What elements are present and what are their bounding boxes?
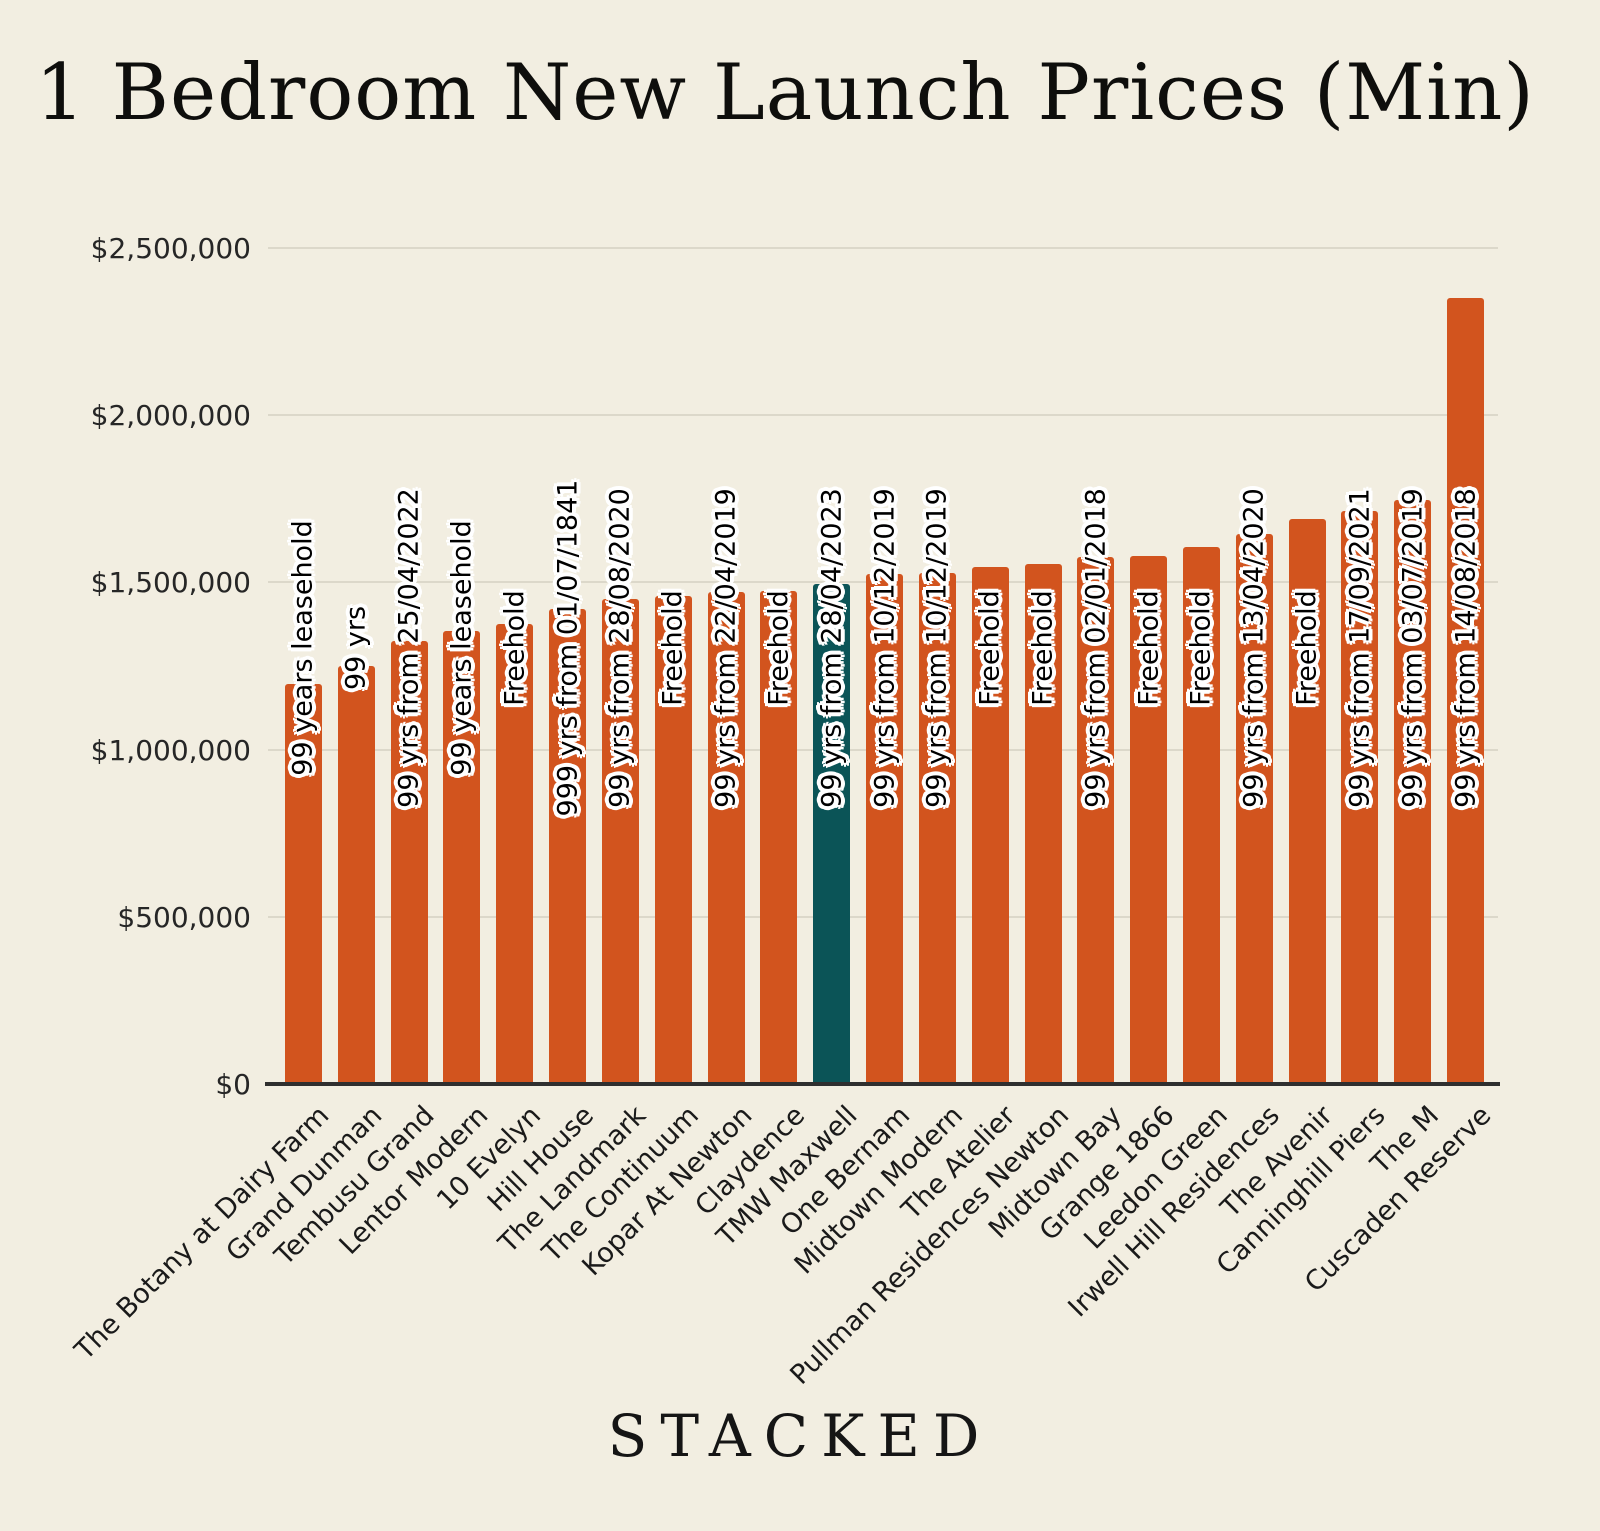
bar-slot: 99 yrs from 17/09/2021 Canninghill Piers	[1211, 248, 1392, 1281]
lease-tenure-label: 99 yrs	[340, 605, 372, 691]
bar-slot: 99 yrs from 10/12/2019 Midtown Modern	[789, 248, 969, 1280]
lease-tenure-label: 99 yrs from 03/07/2019	[1397, 488, 1429, 808]
bar	[1024, 564, 1062, 1084]
lease-tenure-label: Freehold	[1291, 590, 1323, 706]
y-tick-label: $1,500,000	[90, 566, 251, 600]
bar-slot: Freehold 10 Evelyn	[431, 248, 547, 1216]
bar-slot: Freehold Grange 1866	[1034, 248, 1181, 1247]
bar	[971, 567, 1009, 1084]
bar-slot: 99 yrs from 25/04/2022 Tembusu Grand	[269, 248, 441, 1271]
lease-tenure-label: Freehold	[974, 590, 1006, 706]
chart-title: 1 Bedroom New Launch Prices (Min)	[35, 48, 1535, 138]
bar	[1130, 555, 1168, 1084]
bar	[654, 595, 692, 1084]
lease-tenure-label: Freehold	[1185, 590, 1217, 706]
bar	[549, 609, 587, 1084]
bar-highlighted	[813, 584, 851, 1084]
lease-tenure-label: 99 yrs from 22/04/2019	[710, 488, 742, 808]
brand-logo: STACKED	[607, 1402, 993, 1470]
bar-slot: Freehold Claydence	[689, 248, 811, 1222]
bar	[1077, 557, 1115, 1084]
lease-tenure-label: 99 yrs from 02/01/2018	[1080, 488, 1112, 808]
lease-tenure-label: 99 yrs from 10/12/2019	[921, 488, 953, 808]
lease-tenure-label: 99 yrs from 13/04/2020	[1238, 488, 1270, 808]
bar	[1394, 499, 1432, 1084]
y-tick-label: $500,000	[117, 900, 251, 934]
bar	[866, 574, 904, 1084]
bar	[1182, 547, 1220, 1084]
bar	[496, 624, 534, 1084]
bar	[760, 591, 798, 1084]
bar	[1447, 298, 1485, 1084]
bar-slot: Freehold Leedon Green	[1078, 248, 1233, 1256]
bar-slot: 99 yrs from 28/08/2020 The Landmark	[493, 248, 652, 1259]
y-tick-label: $2,000,000	[90, 399, 251, 433]
bar	[1235, 533, 1273, 1084]
lease-tenure-label: 99 years leasehold	[446, 520, 478, 776]
lease-tenure-label: 99 yrs from 28/08/2020	[604, 488, 636, 808]
bar-slot: 99 years leasehold Lentor Modern	[333, 248, 494, 1261]
y-tick-label: $0	[215, 1068, 251, 1101]
lease-tenure-label: Freehold	[499, 590, 531, 706]
bar	[337, 666, 375, 1084]
x-axis-line	[265, 1082, 1500, 1086]
bar	[390, 640, 428, 1084]
bar-slot: Freehold The Avenir	[1215, 248, 1339, 1224]
lease-tenure-label: 99 yrs from 28/04/2023	[816, 488, 848, 808]
bar-slot: 999 yrs from 01/07/1841 Hill House	[481, 248, 599, 1219]
bar	[284, 684, 322, 1084]
lease-tenure-label: 99 yrs from 10/12/2019	[869, 488, 901, 808]
lease-tenure-label: Freehold	[763, 590, 795, 706]
bar	[1341, 510, 1379, 1084]
bar-slot: Freehold Pullman Residences Newton	[784, 248, 1075, 1391]
bar-slot: 99 yrs from 22/04/2019 Kopar At Newton	[576, 248, 758, 1282]
bar	[707, 592, 745, 1084]
gridline	[268, 414, 1498, 417]
bar-slot: 99 yrs from 28/04/2023 TMW Maxwell	[711, 248, 863, 1252]
bar-slot: 99 yrs from 13/04/2020 Irwell Hill Reside…	[1063, 248, 1286, 1323]
y-tick-label: $2,500,000	[90, 232, 251, 265]
bar	[1288, 518, 1326, 1084]
lease-tenure-label: 999 yrs from 01/07/1841	[552, 479, 584, 817]
lease-tenure-label: Freehold	[657, 590, 689, 706]
lease-tenure-label: Freehold	[1027, 590, 1059, 706]
bar-slot: 99 yrs from 14/08/2018 Cuscaden Reserve	[1299, 248, 1498, 1298]
bar-slot: 99 yrs from 10/12/2019 One Bernam	[775, 248, 917, 1241]
y-tick-label: $1,000,000	[90, 733, 251, 767]
bar-slot: 99 yrs from 02/01/2018 Midtown Bay	[983, 248, 1128, 1245]
bar-slot: Freehold The Continuum	[537, 248, 705, 1268]
bar-slot: 99 yrs Grand Dunman	[220, 248, 388, 1268]
lease-tenure-label: 99 yrs from 17/09/2021	[1344, 488, 1376, 808]
bar-slot: 99 years leasehold The Botany at Dairy Fa…	[69, 248, 335, 1366]
plot-area: $0 $500,000 $1,000,000 $1,500,000 $2,000,000…	[69, 235, 1500, 1391]
bar	[601, 599, 639, 1084]
bar-slot: Freehold The Atelier	[896, 248, 1022, 1226]
bar	[443, 630, 481, 1084]
lease-tenure-label: 99 yrs from 14/08/2018	[1450, 488, 1482, 808]
lease-tenure-label: 99 years leasehold	[287, 520, 319, 776]
bar-slot: 99 yrs from 03/07/2019 The M	[1365, 248, 1445, 1180]
lease-tenure-label: Freehold	[1133, 590, 1165, 706]
bar	[918, 573, 956, 1084]
bars-layer: 99 years leasehold The Botany at Dairy Fa…	[69, 248, 1498, 1391]
gridline	[268, 247, 1498, 249]
lease-tenure-label: 99 yrs from 25/04/2022	[393, 488, 425, 808]
